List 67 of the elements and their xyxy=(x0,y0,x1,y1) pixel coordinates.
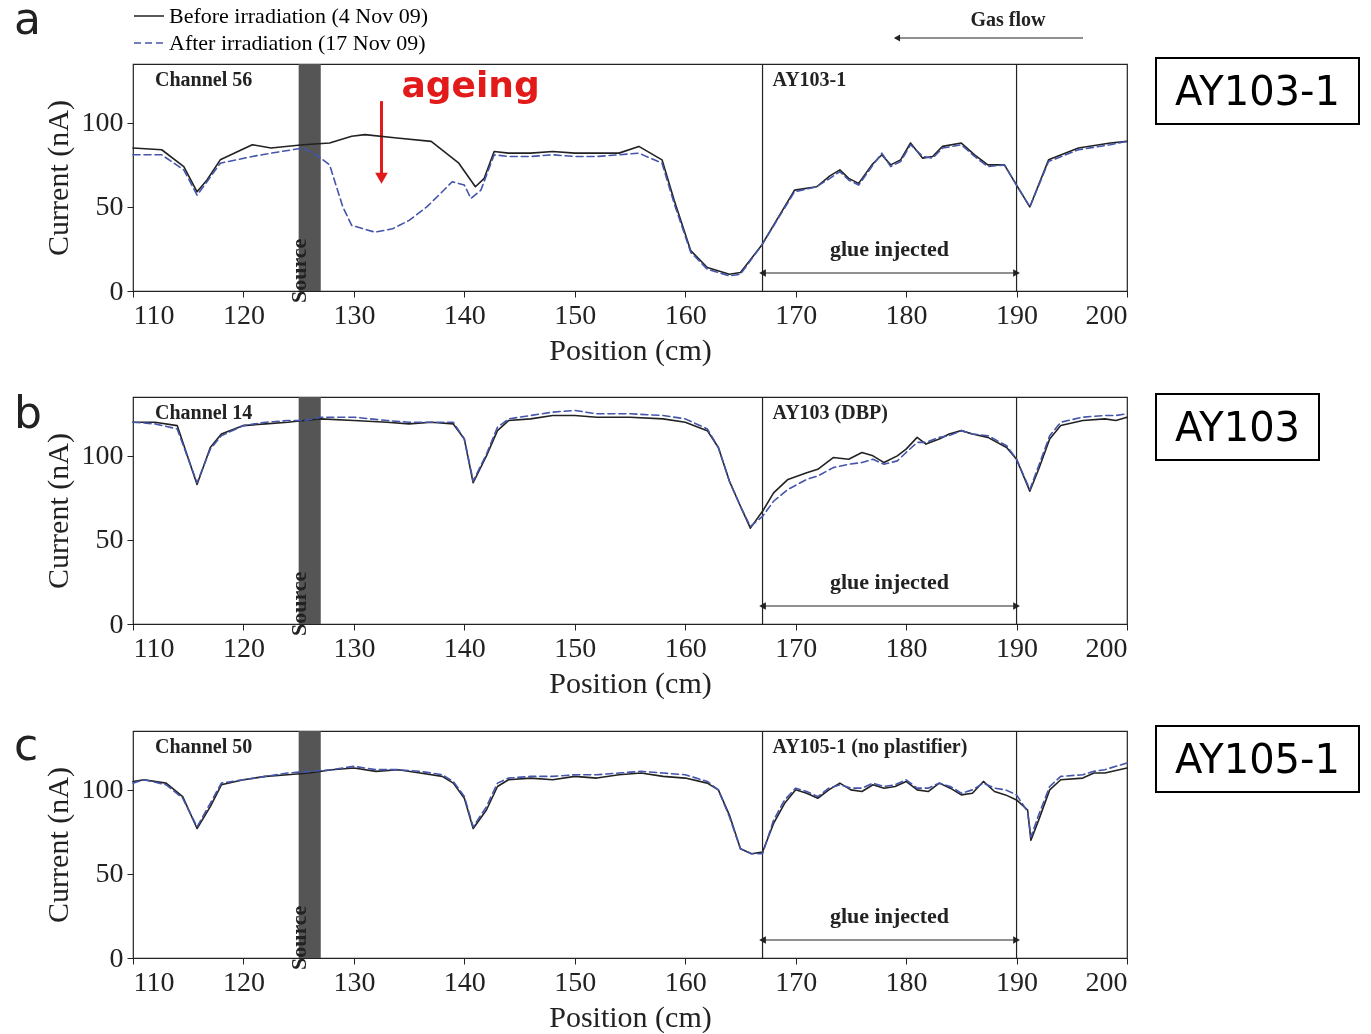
text: Gas flow xyxy=(970,8,1047,30)
x-tick-label: 120 xyxy=(222,298,265,330)
x-tick-label: 110 xyxy=(133,631,175,663)
text: AY103 xyxy=(1155,393,1321,461)
y-tick-label: 100 xyxy=(81,439,124,471)
y-tick-label: 50 xyxy=(95,523,124,555)
ref-line-label: AY103 (DBP) xyxy=(772,401,888,424)
ref-line-label: AY103-1 xyxy=(772,68,847,90)
x-axis-title: Position (cm) xyxy=(549,999,712,1034)
x-tick-label: 200 xyxy=(1085,631,1128,663)
x-tick-label: 190 xyxy=(996,965,1039,997)
band-label: Source xyxy=(285,238,311,303)
y-tick-label: 0 xyxy=(109,274,124,306)
x-tick-label: 140 xyxy=(443,298,486,330)
x-tick-label: 170 xyxy=(775,965,818,997)
text: AY103-1 xyxy=(1155,57,1360,125)
x-tick-label: 140 xyxy=(443,965,486,997)
text: AY105-1 xyxy=(1155,725,1360,793)
chart-title: c xyxy=(14,719,39,770)
y-tick-label: 100 xyxy=(81,106,124,138)
x-tick-label: 200 xyxy=(1085,965,1128,997)
legend-label: Before irradiation (4 Nov 09) xyxy=(169,3,429,28)
x-tick-label: 170 xyxy=(775,298,818,330)
y-axis-title: Current (nA) xyxy=(40,100,75,256)
annotation: ageing xyxy=(401,64,540,106)
x-tick-label: 130 xyxy=(333,965,376,997)
annotation: glue injected xyxy=(829,236,950,261)
annotation: glue injected xyxy=(829,903,950,928)
annotation: Channel 56 xyxy=(155,68,253,90)
annotation: Channel 50 xyxy=(155,735,253,757)
x-tick-label: 150 xyxy=(554,631,597,663)
x-tick-label: 190 xyxy=(996,631,1039,663)
y-axis-title: Current (nA) xyxy=(40,767,75,923)
x-tick-label: 110 xyxy=(133,298,175,330)
y-tick-label: 100 xyxy=(81,773,124,805)
x-tick-label: 180 xyxy=(885,631,928,663)
x-tick-label: 180 xyxy=(885,965,928,997)
x-tick-label: 160 xyxy=(664,631,707,663)
x-tick-label: 150 xyxy=(554,965,597,997)
x-tick-label: 120 xyxy=(222,965,265,997)
x-tick-label: 120 xyxy=(222,631,265,663)
x-tick-label: 130 xyxy=(333,298,376,330)
x-tick-label: 170 xyxy=(775,631,818,663)
y-tick-label: 50 xyxy=(95,190,124,222)
x-tick-label: 200 xyxy=(1085,298,1128,330)
x-tick-label: 190 xyxy=(996,298,1039,330)
annotation: Channel 14 xyxy=(155,401,253,423)
y-tick-label: 0 xyxy=(109,607,124,639)
ref-line-label: AY105-1 (no plastifier) xyxy=(772,735,968,758)
x-tick-label: 110 xyxy=(133,965,175,997)
x-axis-title: Position (cm) xyxy=(549,332,712,367)
x-tick-label: 180 xyxy=(885,298,928,330)
band-label: Source xyxy=(285,571,311,636)
chart-title: a xyxy=(14,0,41,44)
y-tick-label: 0 xyxy=(109,941,124,973)
legend-label: After irradiation (17 Nov 09) xyxy=(169,30,426,55)
x-tick-label: 130 xyxy=(333,631,376,663)
x-axis-title: Position (cm) xyxy=(549,665,712,700)
x-tick-label: 150 xyxy=(554,298,597,330)
annotation: glue injected xyxy=(829,569,950,594)
x-tick-label: 160 xyxy=(664,965,707,997)
chart-title: b xyxy=(14,387,42,438)
x-tick-label: 160 xyxy=(664,298,707,330)
x-tick-label: 140 xyxy=(443,631,486,663)
y-tick-label: 50 xyxy=(95,857,124,889)
band-label: Source xyxy=(285,905,311,970)
y-axis-title: Current (nA) xyxy=(40,433,75,589)
